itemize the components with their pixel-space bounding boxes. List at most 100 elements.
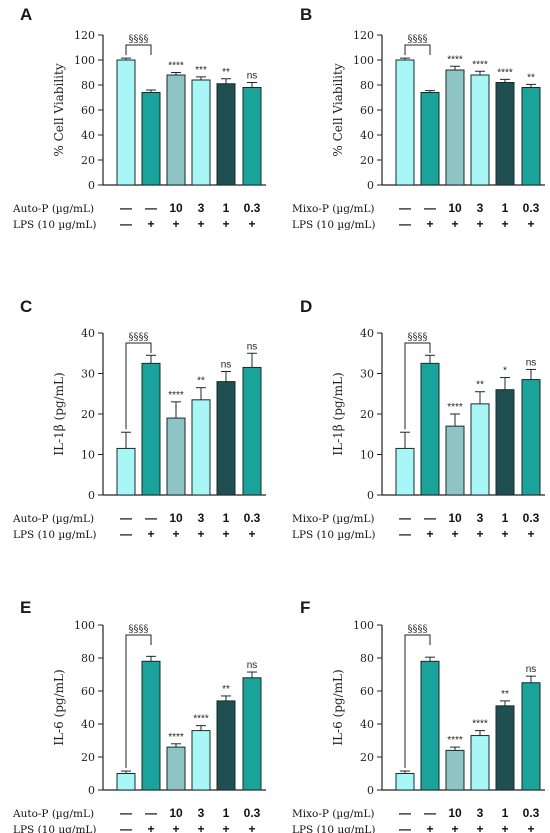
significance-label: ** bbox=[476, 380, 484, 391]
bar bbox=[495, 82, 515, 186]
comparison-bracket bbox=[404, 634, 431, 769]
bar bbox=[191, 399, 211, 496]
panel-label: C bbox=[20, 297, 32, 316]
dose-label: 10 bbox=[169, 511, 183, 525]
bar bbox=[420, 660, 440, 791]
treatment-row-label: Mixo-P (µg/mL) bbox=[292, 513, 375, 525]
dose-label: — bbox=[424, 511, 436, 525]
significance-label: ** bbox=[222, 684, 230, 695]
bar bbox=[216, 83, 236, 186]
bar bbox=[166, 417, 186, 496]
lps-symbol: + bbox=[527, 822, 534, 833]
y-tick-label: 40 bbox=[81, 718, 95, 731]
lps-row-label: LPS (10 µg/mL) bbox=[292, 219, 375, 231]
significance-label: **** bbox=[193, 714, 209, 725]
bar bbox=[395, 773, 415, 791]
y-axis-label: IL-6 (pg/mL) bbox=[331, 669, 345, 745]
significance-label: **** bbox=[447, 735, 463, 746]
significance-label: ns bbox=[526, 357, 537, 368]
y-tick-label: 60 bbox=[360, 104, 374, 117]
dose-label: — bbox=[120, 511, 132, 525]
lps-symbol: + bbox=[501, 527, 508, 541]
bar bbox=[116, 59, 136, 186]
y-tick-label: 120 bbox=[353, 29, 374, 42]
comparison-bracket bbox=[404, 44, 431, 56]
bracket-label: §§§§ bbox=[129, 624, 149, 635]
lps-symbol: + bbox=[527, 527, 534, 541]
bar bbox=[191, 79, 211, 186]
lps-row-label: LPS (10 µg/mL) bbox=[292, 824, 375, 833]
lps-row-label: LPS (10 µg/mL) bbox=[292, 529, 375, 541]
y-tick-label: 0 bbox=[367, 489, 374, 502]
significance-label: **** bbox=[472, 59, 488, 70]
y-tick-label: 20 bbox=[360, 408, 374, 421]
lps-symbol: — bbox=[399, 527, 411, 541]
lps-symbol: — bbox=[399, 217, 411, 231]
bar bbox=[216, 700, 236, 791]
bar bbox=[521, 682, 541, 791]
y-tick-label: 20 bbox=[360, 751, 374, 764]
y-tick-label: 20 bbox=[81, 408, 95, 421]
lps-symbol: + bbox=[426, 822, 433, 833]
dose-label: 0.3 bbox=[244, 806, 261, 820]
dose-label: — bbox=[120, 201, 132, 215]
y-tick-label: 100 bbox=[353, 54, 374, 67]
dose-label: 0.3 bbox=[523, 201, 540, 215]
dose-label: 1 bbox=[223, 511, 230, 525]
y-tick-label: 40 bbox=[81, 129, 95, 142]
panel-label: F bbox=[300, 598, 310, 617]
dose-label: 1 bbox=[502, 511, 509, 525]
comparison-bracket bbox=[125, 634, 152, 769]
dose-label: 10 bbox=[448, 806, 462, 820]
y-tick-label: 20 bbox=[81, 154, 95, 167]
treatment-row-label: Auto-P (µg/mL) bbox=[12, 203, 94, 215]
lps-symbol: + bbox=[222, 822, 229, 833]
bar bbox=[495, 705, 515, 791]
bar bbox=[242, 677, 262, 791]
dose-label: 3 bbox=[198, 806, 205, 820]
bar bbox=[495, 389, 515, 496]
lps-symbol: + bbox=[476, 217, 483, 231]
bar bbox=[395, 59, 415, 186]
bar bbox=[166, 746, 186, 791]
panel-label: D bbox=[300, 297, 312, 316]
dose-label: 1 bbox=[223, 201, 230, 215]
y-tick-label: 0 bbox=[367, 179, 374, 192]
lps-symbol: + bbox=[451, 822, 458, 833]
y-tick-label: 40 bbox=[360, 129, 374, 142]
dose-label: 3 bbox=[198, 201, 205, 215]
significance-label: **** bbox=[472, 719, 488, 730]
lps-symbol: — bbox=[120, 822, 132, 833]
y-tick-label: 0 bbox=[88, 784, 95, 797]
significance-label: *** bbox=[195, 65, 207, 76]
lps-symbol: + bbox=[197, 217, 204, 231]
dose-label: 10 bbox=[169, 806, 183, 820]
lps-symbol: + bbox=[451, 527, 458, 541]
lps-symbol: + bbox=[147, 217, 154, 231]
significance-label: ns bbox=[247, 341, 258, 352]
lps-symbol: + bbox=[248, 217, 255, 231]
bar bbox=[216, 381, 236, 496]
lps-row-label: LPS (10 µg/mL) bbox=[13, 824, 96, 833]
y-tick-label: 20 bbox=[360, 154, 374, 167]
lps-symbol: — bbox=[120, 527, 132, 541]
lps-symbol: + bbox=[197, 822, 204, 833]
significance-label: **** bbox=[497, 67, 513, 78]
y-tick-label: 60 bbox=[81, 104, 95, 117]
lps-symbol: + bbox=[426, 527, 433, 541]
bar bbox=[420, 362, 440, 496]
bar bbox=[242, 366, 262, 496]
significance-label: ** bbox=[527, 72, 535, 83]
lps-symbol: — bbox=[120, 217, 132, 231]
y-tick-label: 100 bbox=[74, 54, 95, 67]
y-tick-label: 40 bbox=[360, 327, 374, 340]
bar bbox=[141, 362, 161, 496]
significance-label: **** bbox=[447, 402, 463, 413]
lps-symbol: + bbox=[197, 527, 204, 541]
y-tick-label: 10 bbox=[360, 449, 374, 462]
bar bbox=[395, 447, 415, 496]
dose-label: 0.3 bbox=[244, 201, 261, 215]
